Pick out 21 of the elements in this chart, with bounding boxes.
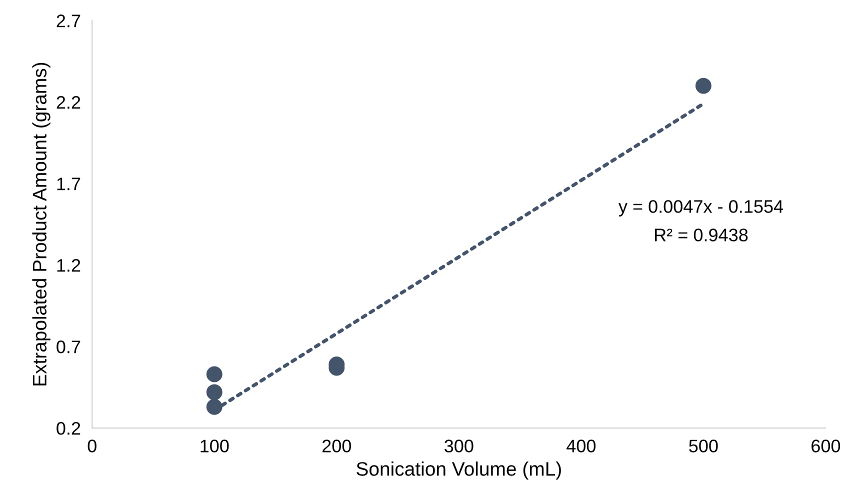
x-tick-label: 400 [566, 440, 596, 452]
x-tick-label: 300 [444, 440, 474, 452]
x-axis-title: Sonication Volume (mL) [356, 462, 561, 480]
x-tick-label: 200 [322, 440, 352, 452]
y-axis-title: Extrapolated Product Amount (grams) [32, 62, 50, 386]
y-tick-label: 0.2 [56, 422, 80, 435]
y-tick-label: 1.7 [57, 178, 80, 190]
x-tick-label: 500 [689, 440, 718, 452]
x-tick-label: 100 [200, 440, 229, 452]
x-tick-label: 600 [812, 440, 840, 452]
point [206, 366, 222, 382]
y-tick-label: 2.7 [56, 14, 80, 28]
point [695, 78, 712, 94]
point [206, 384, 222, 400]
point [206, 398, 222, 415]
y-tick-label: 1.2 [57, 259, 80, 272]
y-tick-label: 0.7 [56, 340, 80, 354]
x-tick-label: 0 [88, 440, 96, 452]
y-tick-label: 2.2 [56, 96, 80, 109]
annotation: y = 0.0047x - 0.1554 [618, 200, 784, 216]
annotation: R² = 0.9438 [655, 228, 748, 242]
